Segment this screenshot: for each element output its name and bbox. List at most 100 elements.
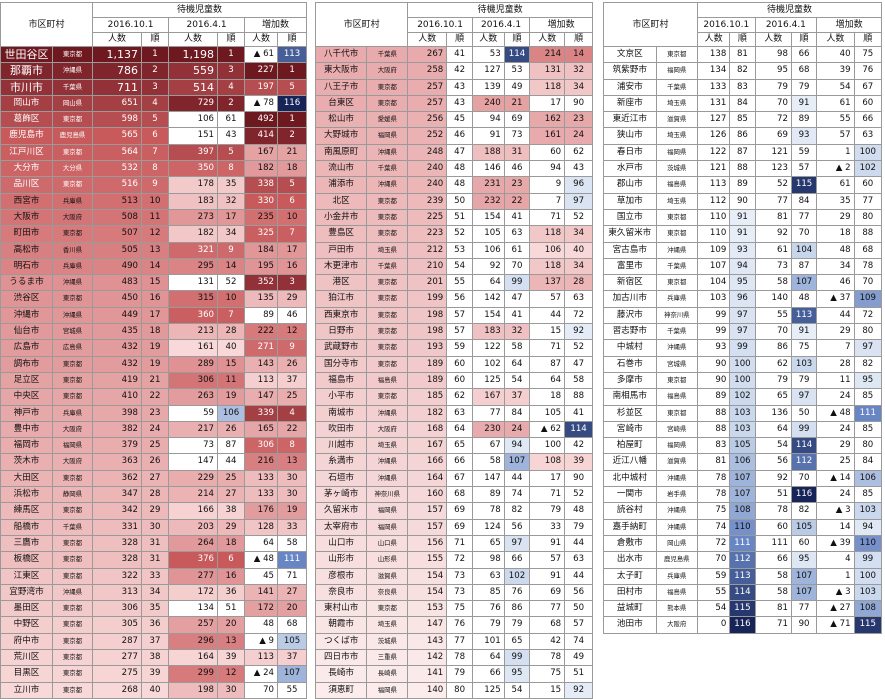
increase-count: 492: [244, 111, 279, 129]
table-row: 新宿区 東京都 104 95 58 107 46 70: [603, 274, 883, 292]
prefecture-name: 沖縄県: [366, 176, 409, 194]
rank-2016-10: 41: [446, 45, 473, 64]
count-2016-04: 58: [754, 274, 792, 292]
municipality-name: 大阪市: [0, 208, 53, 227]
count-2016-04: 188: [471, 143, 505, 162]
increase-count: 46: [816, 274, 855, 292]
rank-2016-04: 36: [217, 583, 246, 602]
increase-rank: 60: [853, 176, 883, 194]
prefecture-name: 千葉県: [366, 257, 409, 276]
prefecture-name: 千葉県: [51, 78, 94, 96]
count-2016-04: 67: [471, 437, 505, 455]
count-2016-10: 78: [696, 469, 731, 488]
increase-rank: 111: [277, 551, 308, 569]
prefecture-name: 岩手県: [655, 486, 698, 504]
increase-rank: 108: [853, 600, 883, 618]
count-2016-10: 507: [92, 225, 143, 243]
count-2016-10: 212: [407, 241, 448, 259]
count-2016-04: 66: [471, 665, 505, 683]
rank-2016-10: 97: [729, 323, 756, 341]
count-2016-04: 139: [471, 78, 505, 96]
increase-count: 15: [529, 681, 566, 699]
municipality-name: 出水市: [603, 551, 657, 569]
rank-2016-10: 39: [141, 665, 170, 683]
increase-count: 25: [816, 453, 855, 471]
rank-2016-04: 107: [790, 567, 818, 585]
municipality-name: 渋谷区: [0, 290, 53, 308]
increase-rank: 39: [564, 453, 593, 471]
count-2016-04: 89: [471, 486, 505, 504]
increase-count: 54: [816, 78, 855, 96]
increase-rank: 56: [564, 583, 593, 602]
count-2016-10: 362: [92, 469, 143, 488]
municipality-name: 浦安市: [603, 78, 657, 96]
table-row: 池田市 大阪府 0 116 71 90 ▲ 71 115: [603, 616, 883, 634]
municipality-name: 福島市: [314, 371, 368, 390]
count-2016-10: 153: [407, 600, 448, 618]
rank-2016-04: 44: [217, 453, 246, 471]
municipality-name: 川越市: [314, 437, 368, 455]
municipality-name: 四日市市: [314, 648, 368, 667]
prefecture-name: 福島県: [655, 388, 698, 406]
count-2016-10: 198: [407, 306, 448, 325]
count-2016-04: 95: [754, 62, 792, 80]
increase-count: 352: [244, 274, 279, 292]
rank-2016-10: 6: [141, 127, 170, 145]
rank-2016-10: 110: [729, 518, 756, 536]
municipality-name: 東大阪市: [314, 62, 368, 80]
municipality-name: 調布市: [0, 355, 53, 373]
count-2016-04: 183: [168, 192, 219, 210]
municipality-name: つくば市: [314, 632, 368, 650]
table-row: 小金井市 東京都 225 51 154 41 71 52: [314, 208, 593, 227]
municipality-name: 高松市: [0, 241, 53, 259]
increase-count: 70: [244, 681, 279, 699]
count-2016-04: 397: [168, 143, 219, 162]
count-2016-04: 167: [471, 388, 505, 406]
prefecture-name: 東京都: [51, 502, 94, 520]
increase-rank: 41: [564, 404, 593, 422]
rank-2016-04: 106: [217, 404, 246, 422]
increase-count: 34: [816, 257, 855, 276]
increase-count: 64: [529, 371, 566, 390]
prefecture-name: 大阪府: [366, 62, 409, 80]
rank-2016-10: 55: [446, 274, 473, 292]
increase-rank: 103: [853, 502, 883, 520]
increase-count: 71: [529, 339, 566, 357]
prefecture-name: 大阪府: [655, 616, 698, 634]
municipality-name: 宮崎市: [603, 420, 657, 439]
count-2016-10: 88: [696, 404, 731, 422]
rank-2016-10: 69: [446, 518, 473, 536]
count-2016-10: 75: [696, 502, 731, 520]
municipality-name: 豊島区: [314, 225, 368, 243]
municipality-name: 太子町: [603, 567, 657, 585]
rank-2016-10: 116: [729, 616, 756, 634]
municipality-name: 草加市: [603, 192, 657, 210]
increase-count: 4: [816, 551, 855, 569]
rank-2016-10: 43: [446, 94, 473, 113]
prefecture-name: 山形県: [366, 551, 409, 569]
increase-count: 78: [529, 648, 566, 667]
municipality-name: 茅ヶ崎市: [314, 486, 368, 504]
table-row: 中野区 東京都 305 36 257 20 48 68: [0, 616, 308, 634]
municipality-name: 東久留米市: [603, 225, 657, 243]
count-2016-04: 315: [168, 290, 219, 308]
rank-2016-10: 48: [446, 160, 473, 178]
rank-2016-10: 107: [729, 469, 756, 488]
prefecture-name: 兵庫県: [51, 192, 94, 210]
rank-2016-10: 47: [446, 143, 473, 162]
table-row: 明石市 兵庫県 490 14 295 14 195 16: [0, 257, 308, 276]
table-row: 国立市 東京都 110 91 81 77 29 80: [603, 208, 883, 227]
increase-rank: 68: [277, 616, 308, 634]
count-2016-04: 172: [168, 583, 219, 602]
count-2016-04: 289: [168, 355, 219, 373]
count-2016-10: 331: [92, 518, 143, 536]
municipality-name: 山形市: [314, 551, 368, 569]
increase-rank: 109: [853, 290, 883, 308]
increase-rank: 52: [564, 486, 593, 504]
count-2016-04: 140: [754, 290, 792, 308]
municipality-name: 茨木市: [0, 453, 53, 471]
rank-2016-10: 107: [729, 486, 756, 504]
increase-count: 60: [529, 143, 566, 162]
count-2016-04: 277: [168, 567, 219, 585]
rank-2016-10: 112: [729, 551, 756, 569]
